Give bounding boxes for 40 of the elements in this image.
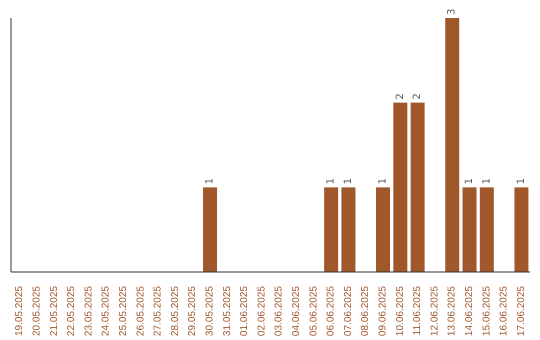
x-tick-label: 03.06.2025 [274, 286, 285, 336]
x-tick-label: 10.06.2025 [394, 286, 406, 336]
data-label: 1 [204, 178, 216, 184]
x-tick-label: 09.06.2025 [377, 286, 388, 336]
x-tick-label: 13.06.2025 [446, 286, 458, 336]
x-tick-label: 31.05.2025 [222, 286, 233, 336]
x-tick-label: 20.05.2025 [31, 286, 42, 336]
x-tick-label: 11.06.2025 [412, 286, 424, 336]
data-label: 1 [464, 178, 476, 184]
x-tick-label: 02.06.2025 [256, 286, 268, 336]
x-tick-label: 17.06.2025 [516, 286, 527, 336]
data-label: 2 [394, 93, 406, 100]
x-tick-label: 07.06.2025 [342, 286, 354, 336]
x-tick-label: 27.05.2025 [152, 286, 164, 336]
x-tick-label: 28.05.2025 [170, 286, 181, 336]
data-label: 1 [342, 178, 354, 184]
x-tick-label: 30.05.2025 [204, 286, 216, 336]
x-tick-label: 01.06.2025 [239, 286, 250, 336]
data-label: 2 [412, 93, 424, 100]
x-tick-label: 06.06.2025 [326, 286, 337, 336]
x-tick-label: 15.06.2025 [481, 286, 492, 336]
x-tick-label: 23.05.2025 [83, 286, 94, 336]
data-label: 1 [516, 178, 527, 184]
x-tick-label: 24.05.2025 [100, 286, 112, 336]
x-tick-label: 14.06.2025 [464, 286, 475, 336]
x-tick-label: 12.06.2025 [429, 286, 440, 336]
x-tick-label: 26.05.2025 [135, 286, 146, 336]
x-tick-label: 05.06.2025 [308, 286, 320, 336]
x-tick-label: 29.05.2025 [187, 286, 198, 336]
x-tick-label: 16.06.2025 [498, 286, 510, 336]
data-label: 1 [378, 178, 389, 184]
x-tick-label: 25.05.2025 [118, 286, 129, 336]
data-label: 3 [446, 8, 458, 15]
x-tick-label: 22.05.2025 [66, 286, 78, 336]
x-tick-label: 04.06.2025 [290, 286, 302, 336]
x-tick-label: 21.05.2025 [48, 286, 60, 336]
data-label: 1 [481, 178, 492, 184]
data-label: 1 [326, 178, 337, 184]
x-tick-label: 08.06.2025 [360, 286, 372, 336]
x-tick-label: 19.05.2025 [14, 286, 26, 336]
